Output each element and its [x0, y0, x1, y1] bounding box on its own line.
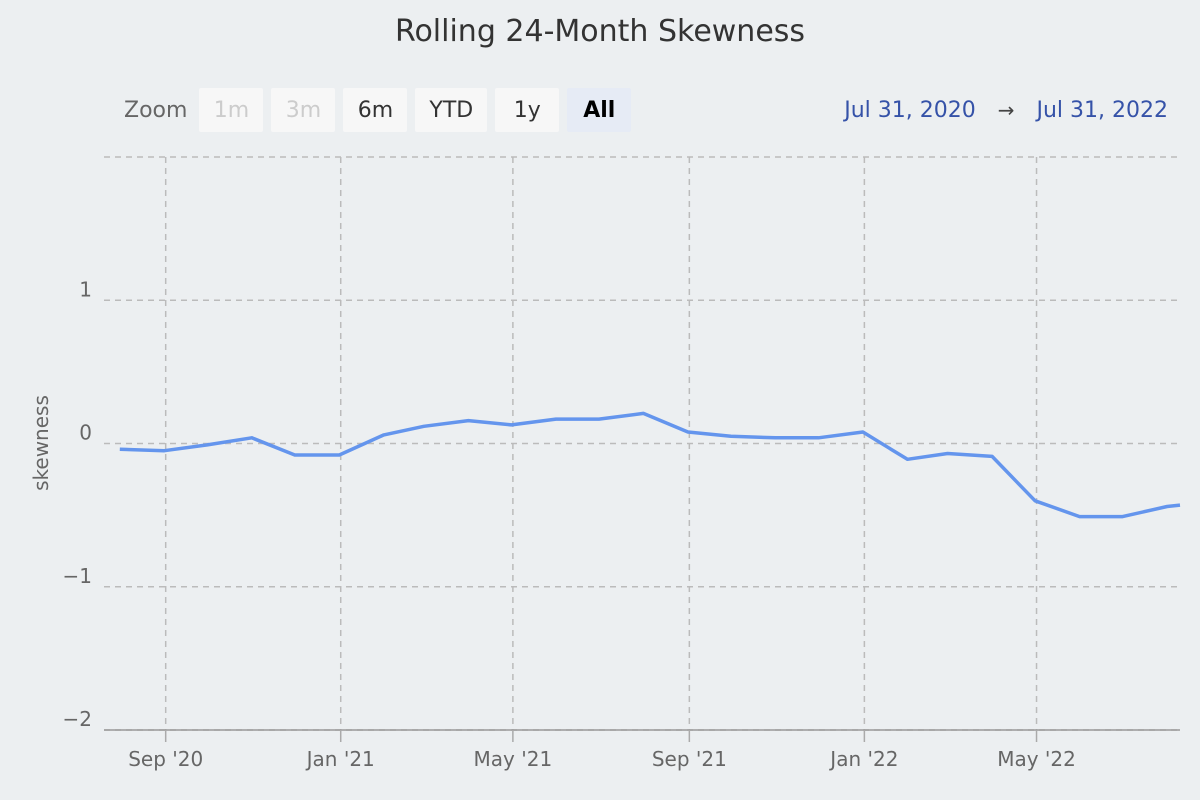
zoom-ytd-button[interactable]: YTD [415, 88, 488, 132]
vertical-gridlines [164, 157, 1038, 730]
series-point [728, 433, 734, 439]
series-point [465, 418, 471, 424]
x-tick-label: May '22 [997, 747, 1076, 771]
series-point [508, 422, 514, 428]
zoom-bar: Zoom 1m 3m 6m YTD 1y All [124, 88, 639, 132]
zoom-6m-button[interactable]: 6m [343, 88, 408, 132]
range-from-date[interactable]: Jul 31, 2020 [844, 97, 976, 123]
series-point [1164, 504, 1170, 510]
zoom-3m-button[interactable]: 3m [271, 88, 336, 132]
x-tick-label: Sep '20 [128, 747, 203, 771]
y-tick-label: 0 [79, 421, 92, 445]
x-tick-marks [164, 730, 1038, 742]
series-points [117, 410, 1183, 519]
series-line [119, 411, 1181, 519]
zoom-all-button[interactable]: All [567, 88, 632, 132]
series-point [1120, 514, 1126, 520]
series-point [596, 416, 602, 422]
series-point [945, 451, 951, 457]
range-to-date[interactable]: Jul 31, 2022 [1036, 97, 1168, 123]
series-point [381, 432, 387, 438]
range-arrow: → [997, 98, 1015, 122]
y-axis-title: skewness [29, 395, 53, 491]
series-point [292, 452, 298, 458]
y-tick-label: −1 [63, 564, 92, 588]
series-point [553, 416, 559, 422]
chart-title: Rolling 24-Month Skewness [394, 14, 806, 49]
series-point [860, 429, 866, 435]
series-point [685, 429, 691, 435]
zoom-1m-button[interactable]: 1m [199, 88, 264, 132]
series-point [161, 448, 167, 454]
y-tick-labels: −2 −1 0 1 [63, 277, 92, 731]
series-point [117, 446, 123, 452]
zoom-1y-button[interactable]: 1y [495, 88, 560, 132]
date-range: Jul 31, 2020 → Jul 31, 2022 [844, 90, 1168, 130]
series-point [1077, 514, 1083, 520]
x-tick-label: Jan '21 [305, 747, 375, 771]
series-point [1032, 498, 1038, 504]
y-tick-label: −2 [63, 707, 92, 731]
series-point [336, 452, 342, 458]
series-point [989, 453, 995, 459]
zoom-label: Zoom [124, 97, 188, 123]
series-point [640, 410, 646, 416]
x-tick-label: May '21 [474, 747, 553, 771]
series-point [816, 435, 822, 441]
series-point [204, 442, 210, 448]
series-point [772, 435, 778, 441]
x-tick-label: Sep '21 [652, 747, 727, 771]
x-tick-label: Jan '22 [828, 747, 898, 771]
series-point [904, 456, 910, 462]
series-point [249, 435, 255, 441]
y-tick-label: 1 [79, 277, 92, 301]
x-tick-labels: Sep '20 Jan '21 May '21 Sep '21 Jan '22 May '… [128, 747, 1076, 771]
series-point [421, 423, 427, 429]
series-point [1177, 502, 1183, 508]
